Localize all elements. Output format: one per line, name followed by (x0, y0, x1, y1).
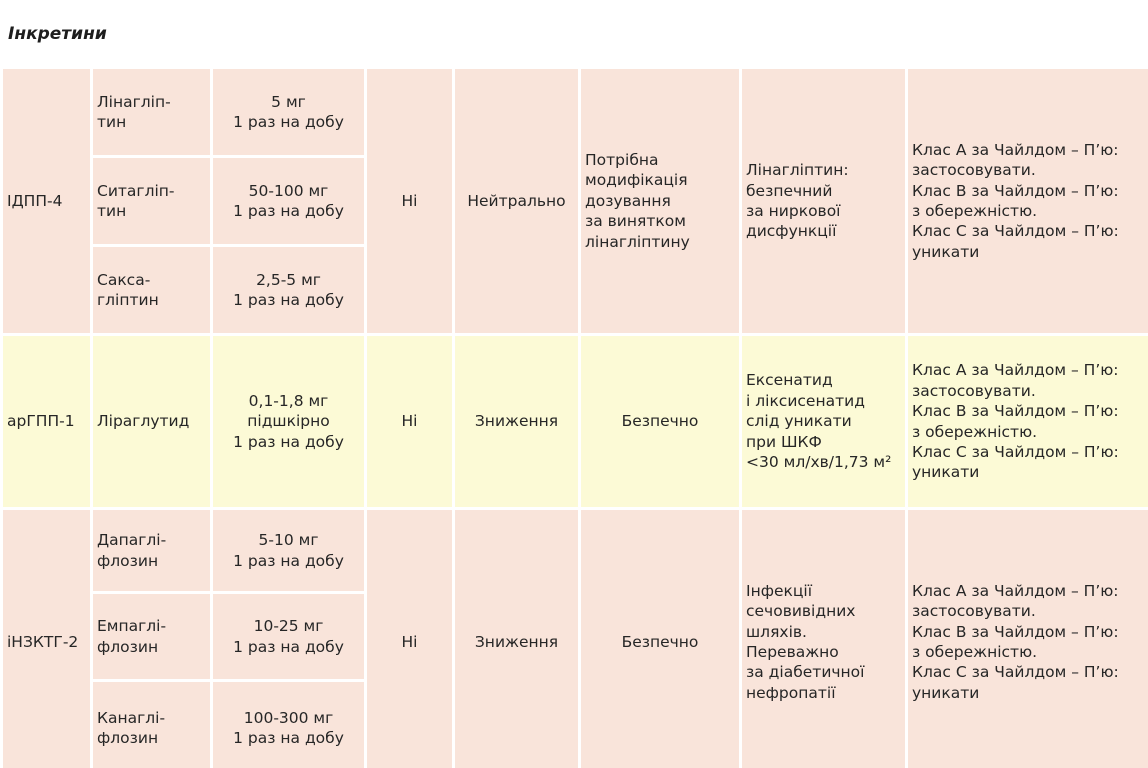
hypoglycemia-cell: Ні (364, 333, 455, 510)
drug-name-cell: Лінагліп- тин (90, 66, 213, 158)
drug-name-cell: Сакса- гліптин (90, 244, 213, 336)
section-title: Інкретини (8, 24, 107, 44)
group-name-cell: арГПП-1 (0, 333, 93, 510)
weight-effect-cell: Нейтрально (452, 66, 581, 336)
dose-cell: 5-10 мг 1 раз на добу (210, 507, 367, 594)
dose-cell: 100-300 мг 1 раз на добу (210, 679, 367, 768)
group-name-cell: іНЗКТГ-2 (0, 507, 93, 768)
drug-row: Канаглі- флозин 100-300 мг 1 раз на добу (2, 679, 1148, 768)
renal-dosing-cell: Безпечно (578, 333, 742, 510)
drug-name-cell: Ситагліп- тин (90, 155, 213, 247)
drug-name-cell: Ліраглутид (90, 333, 213, 510)
hypoglycemia-cell: Ні (364, 66, 455, 336)
drug-row: Сакса- гліптин 2,5-5 мг 1 раз на добу (2, 244, 1148, 336)
renal-note-cell: Лінагліптин: безпечний за ниркової дисфу… (739, 66, 908, 336)
weight-effect-cell: Зниження (452, 507, 581, 768)
group-row-idpp4: ІДПП-4 Лінагліп- тин 5 мг 1 раз на добу … (0, 66, 1148, 336)
dose-cell: 2,5-5 мг 1 раз на добу (210, 244, 367, 336)
dose-cell: 0,1-1,8 мг підшкірно 1 раз на добу (210, 333, 367, 510)
dose-cell: 5 мг 1 раз на добу (210, 66, 367, 158)
weight-effect-cell: Зниження (452, 333, 581, 510)
renal-dosing-cell: Потрібна модифікація дозування за винятк… (578, 66, 742, 336)
group-row-inzktg2: іНЗКТГ-2 Дапаглі- флозин 5-10 мг 1 раз н… (0, 507, 1148, 768)
drug-name-cell: Канаглі- флозин (90, 679, 213, 768)
renal-note-cell: Ексенатид і ліксисенатид слід уникати пр… (739, 333, 908, 510)
dose-cell: 10-25 мг 1 раз на добу (210, 591, 367, 682)
hepatic-cell: Клас A за Чайлдом – П’ю: застосовувати. … (905, 507, 1148, 768)
renal-note-cell: Інфекції сечовивідних шляхів. Переважно … (739, 507, 908, 768)
hypoglycemia-cell: Ні (364, 507, 455, 768)
dose-cell: 50-100 мг 1 раз на добу (210, 155, 367, 247)
group-name-cell: ІДПП-4 (0, 66, 93, 336)
hepatic-cell: Клас A за Чайлдом – П’ю: застосовувати. … (905, 66, 1148, 336)
drug-row: Емпаглі- флозин 10-25 мг 1 раз на добу (2, 591, 1148, 682)
group-row-argpp1: арГПП-1 Ліраглутид 0,1-1,8 мг підшкірно … (0, 333, 1148, 510)
hepatic-cell: Клас A за Чайлдом – П’ю: застосовувати. … (905, 333, 1148, 510)
drug-row: Ситагліп- тин 50-100 мг 1 раз на добу (2, 155, 1148, 247)
drug-name-cell: Емпаглі- флозин (90, 591, 213, 682)
renal-dosing-cell: Безпечно (578, 507, 742, 768)
incretins-table: ІДПП-4 Лінагліп- тин 5 мг 1 раз на добу … (0, 66, 1148, 768)
drug-name-cell: Дапаглі- флозин (90, 507, 213, 594)
